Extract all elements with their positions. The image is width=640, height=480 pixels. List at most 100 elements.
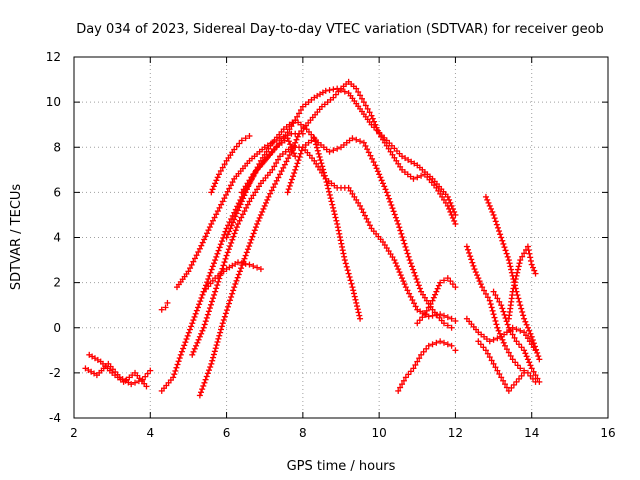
data-point-marker <box>195 249 202 256</box>
data-point-marker <box>521 369 528 376</box>
data-point-marker <box>232 227 239 234</box>
data-point-marker <box>513 338 520 345</box>
data-point-marker <box>512 276 519 283</box>
data-point-marker <box>452 317 459 324</box>
data-point-marker <box>317 157 324 164</box>
data-point-marker <box>209 217 216 224</box>
data-point-marker <box>404 250 411 257</box>
data-point-marker <box>255 183 262 190</box>
data-point-marker <box>355 309 362 316</box>
y-tick-label: 8 <box>53 140 61 154</box>
data-point-marker <box>225 246 232 253</box>
data-point-marker <box>318 160 325 167</box>
data-point-marker <box>433 339 440 346</box>
data-point-marker <box>521 315 528 322</box>
data-point-marker <box>523 321 530 328</box>
data-point-marker <box>503 250 510 257</box>
data-point-marker <box>240 186 247 193</box>
data-point-marker <box>396 269 403 276</box>
data-point-marker <box>393 263 400 270</box>
data-point-marker <box>518 305 525 312</box>
data-point-marker <box>213 342 220 349</box>
data-point-marker <box>330 204 337 211</box>
data-point-marker <box>343 263 350 270</box>
data-point-marker <box>233 277 240 284</box>
data-point-marker <box>511 279 518 286</box>
data-point-marker <box>250 192 257 199</box>
data-point-marker <box>237 201 244 208</box>
data-point-marker <box>390 208 397 215</box>
data-point-marker <box>427 301 434 308</box>
data-point-marker <box>448 324 455 331</box>
data-point-marker <box>314 147 321 154</box>
data-point-marker <box>395 220 402 227</box>
data-point-marker <box>452 347 459 354</box>
data-point-marker <box>205 308 212 315</box>
data-point-marker <box>482 193 489 200</box>
data-point-marker <box>230 287 237 294</box>
data-point-marker <box>351 193 358 200</box>
data-point-marker <box>444 341 451 348</box>
data-point-marker <box>433 288 440 295</box>
series-track-r <box>482 193 543 363</box>
x-tick-label: 2 <box>70 426 78 440</box>
data-point-marker <box>241 255 248 262</box>
data-point-marker <box>360 139 367 146</box>
data-point-marker <box>405 156 412 163</box>
data-point-marker <box>516 341 522 348</box>
data-point-marker <box>328 198 335 205</box>
data-point-marker <box>204 279 211 286</box>
data-point-marker <box>242 135 249 142</box>
data-point-marker <box>486 297 493 304</box>
data-point-marker <box>211 214 218 221</box>
data-point-marker <box>315 150 322 157</box>
data-point-marker <box>198 330 205 337</box>
ticks-layer: 2 4 6 8 10 12 14 16 -4 -2 0 2 4 6 8 10 12 <box>46 50 616 440</box>
data-point-marker <box>203 373 210 380</box>
data-point-marker <box>411 269 418 276</box>
data-point-marker <box>518 344 525 351</box>
data-point-marker <box>355 88 362 95</box>
data-point-marker <box>529 336 536 343</box>
data-point-marker <box>378 177 385 184</box>
data-point-marker <box>526 327 533 334</box>
data-point-marker <box>534 375 541 382</box>
data-point-marker <box>522 350 529 357</box>
data-point-marker <box>420 291 427 298</box>
data-point-marker <box>209 357 216 364</box>
data-point-marker <box>208 220 215 227</box>
data-point-marker <box>280 164 287 171</box>
data-point-marker <box>338 240 345 247</box>
data-point-marker <box>313 144 320 151</box>
data-point-marker <box>199 327 206 334</box>
data-point-marker <box>228 222 235 229</box>
data-point-marker <box>517 365 524 372</box>
series-track-m <box>395 338 459 394</box>
data-point-marker <box>185 268 192 275</box>
data-point-marker <box>188 261 195 268</box>
data-point-marker <box>256 214 263 221</box>
data-point-marker <box>513 272 520 279</box>
data-point-marker <box>495 327 502 334</box>
data-point-marker <box>407 260 414 267</box>
data-point-marker <box>379 239 386 246</box>
data-point-marker <box>402 155 409 162</box>
series-track-f <box>208 132 253 196</box>
data-point-marker <box>287 141 294 148</box>
data-point-marker <box>330 94 337 101</box>
data-point-marker <box>221 195 228 202</box>
data-point-marker <box>399 153 406 160</box>
data-point-marker <box>440 312 447 319</box>
data-point-marker <box>269 166 276 173</box>
data-point-marker <box>493 221 500 228</box>
data-point-marker <box>242 252 249 259</box>
data-point-marker <box>199 291 206 298</box>
data-point-marker <box>326 191 333 198</box>
data-point-marker <box>291 170 298 177</box>
data-point-marker <box>366 109 373 116</box>
data-point-marker <box>275 156 282 163</box>
data-point-marker <box>414 174 421 181</box>
data-point-marker <box>399 234 406 241</box>
data-point-marker <box>421 294 428 301</box>
data-point-marker <box>486 202 493 209</box>
